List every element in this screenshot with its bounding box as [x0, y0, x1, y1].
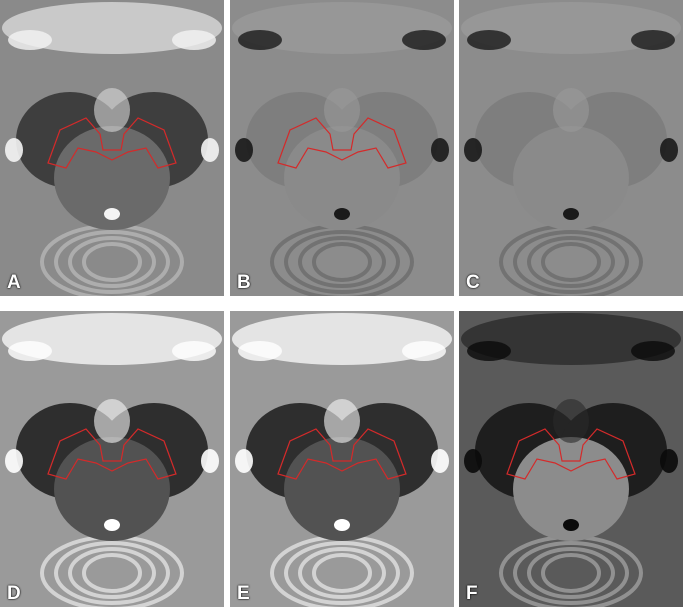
roi-outline: [277, 428, 407, 480]
vessel-left: [467, 341, 511, 361]
posterior-fossa-ring: [298, 236, 386, 288]
posterior-fossa-ring: [541, 553, 601, 593]
vessel-right: [631, 30, 675, 50]
posterior-fossa-ring: [82, 242, 142, 282]
roi-outline: [47, 428, 177, 480]
mri-panel-b: B: [230, 0, 454, 296]
posterior-fossa-ring: [527, 547, 615, 599]
upper-structure: [2, 2, 222, 54]
mri-panel-d: D: [0, 311, 224, 607]
midline-spot: [563, 519, 579, 531]
midline-spot: [563, 208, 579, 220]
vessel-left: [238, 341, 282, 361]
mri-image-b: [230, 0, 454, 296]
roi-outline: [506, 428, 636, 480]
midline-structure: [324, 399, 360, 443]
mri-panel-f: F: [459, 311, 683, 607]
midline-structure: [553, 399, 589, 443]
lateral-spot-left: [464, 449, 482, 473]
lateral-spot-left: [235, 138, 253, 162]
posterior-fossa-ring: [312, 553, 372, 593]
mri-image-c: [459, 0, 683, 296]
upper-structure: [461, 2, 681, 54]
vessel-left: [467, 30, 511, 50]
pons: [54, 126, 170, 230]
lateral-spot-right: [660, 138, 678, 162]
midline-spot: [104, 519, 120, 531]
mri-panel-e: E: [230, 311, 454, 607]
vessel-left: [8, 30, 52, 50]
panel-label-f: F: [466, 583, 478, 604]
upper-structure: [2, 313, 222, 365]
upper-structure: [232, 2, 452, 54]
lateral-spot-right: [431, 449, 449, 473]
vessel-left: [8, 341, 52, 361]
mri-image-e: [230, 311, 454, 607]
panel-label-b: B: [237, 272, 251, 293]
panel-label-d: D: [7, 583, 21, 604]
upper-structure: [232, 313, 452, 365]
vessel-right: [631, 341, 675, 361]
posterior-fossa-ring: [513, 541, 629, 605]
lateral-spot-left: [235, 449, 253, 473]
panel-label-e: E: [237, 583, 250, 604]
posterior-fossa-ring: [284, 541, 400, 605]
midline-structure: [324, 88, 360, 132]
roi-outline: [277, 117, 407, 169]
posterior-fossa-ring: [68, 236, 156, 288]
mri-panel-a: A: [0, 0, 224, 296]
midline-spot: [334, 519, 350, 531]
posterior-fossa-ring: [312, 242, 372, 282]
upper-structure: [461, 313, 681, 365]
lateral-spot-right: [201, 449, 219, 473]
posterior-fossa-ring: [82, 553, 142, 593]
pons: [513, 126, 629, 230]
lateral-spot-right: [201, 138, 219, 162]
panel-label-c: C: [466, 272, 480, 293]
vessel-left: [238, 30, 282, 50]
posterior-fossa-ring: [68, 547, 156, 599]
pons: [513, 437, 629, 541]
posterior-fossa-ring: [527, 236, 615, 288]
lateral-spot-right: [431, 138, 449, 162]
posterior-fossa-ring: [54, 541, 170, 605]
vessel-right: [402, 30, 446, 50]
midline-structure: [94, 399, 130, 443]
lateral-spot-left: [5, 138, 23, 162]
panel-label-a: A: [7, 272, 21, 293]
posterior-fossa-ring: [298, 547, 386, 599]
posterior-fossa-ring: [54, 230, 170, 294]
mri-image-a: [0, 0, 224, 296]
mri-panel-c: C: [459, 0, 683, 296]
pons: [284, 126, 400, 230]
vessel-right: [172, 341, 216, 361]
posterior-fossa-ring: [541, 242, 601, 282]
roi-outline: [47, 117, 177, 169]
pons: [284, 437, 400, 541]
pons: [54, 437, 170, 541]
midline-structure: [553, 88, 589, 132]
vessel-right: [172, 30, 216, 50]
vessel-right: [402, 341, 446, 361]
midline-spot: [104, 208, 120, 220]
lateral-spot-left: [5, 449, 23, 473]
lateral-spot-right: [660, 449, 678, 473]
posterior-fossa-ring: [513, 230, 629, 294]
posterior-fossa-ring: [284, 230, 400, 294]
mri-image-d: [0, 311, 224, 607]
midline-spot: [334, 208, 350, 220]
mri-image-f: [459, 311, 683, 607]
lateral-spot-left: [464, 138, 482, 162]
midline-structure: [94, 88, 130, 132]
